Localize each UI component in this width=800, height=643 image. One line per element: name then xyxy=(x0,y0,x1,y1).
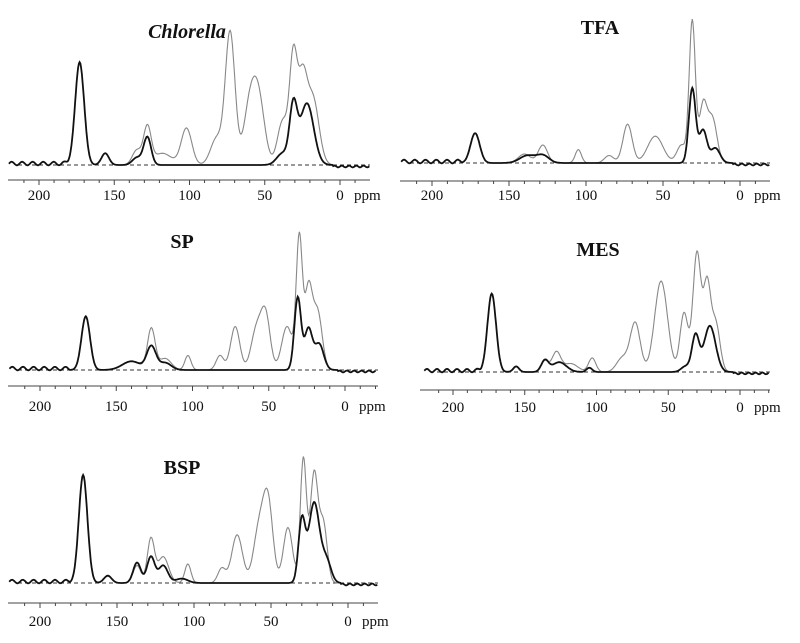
x-tick-label: 0 xyxy=(336,188,344,204)
spectrum-line-gray xyxy=(400,19,770,166)
x-tick-label: 50 xyxy=(257,188,272,204)
spectrum-panel-mes: MES 200 150 100 50 0 ppm xyxy=(420,239,781,416)
x-tick-label: 0 xyxy=(736,188,744,204)
x-tick-label: 150 xyxy=(106,614,129,630)
x-tick-label: 0 xyxy=(344,614,352,630)
x-tick-label: 200 xyxy=(29,399,52,415)
spectrum-line-dark xyxy=(8,472,378,587)
x-tick-label: 50 xyxy=(261,399,276,415)
x-tick-label: 200 xyxy=(28,188,51,204)
x-axis-label: ppm xyxy=(754,400,781,416)
x-tick-label: 50 xyxy=(264,614,279,630)
x-axis-label: ppm xyxy=(359,399,386,415)
panel-title: SP xyxy=(170,231,193,253)
x-tick-label: 50 xyxy=(661,400,676,416)
x-tick-label: 150 xyxy=(514,400,537,416)
x-tick-label: 0 xyxy=(341,399,349,415)
x-tick-label: 100 xyxy=(575,188,598,204)
x-tick-label: 100 xyxy=(181,399,204,415)
panel-title: TFA xyxy=(581,17,620,39)
x-tick-label: 150 xyxy=(105,399,128,415)
panel-title: BSP xyxy=(164,457,201,479)
x-tick-label: 50 xyxy=(656,188,671,204)
spectrum-line-gray xyxy=(8,29,370,168)
spectrum-line-dark xyxy=(400,85,770,167)
x-tick-label: 100 xyxy=(585,400,608,416)
spectrum-line-gray xyxy=(423,249,769,375)
x-tick-label: 200 xyxy=(442,400,465,416)
spectrum-panel-tfa: TFA 200 150 100 50 0 ppm xyxy=(400,17,781,204)
x-tick-label: 200 xyxy=(421,188,444,204)
x-axis-label: ppm xyxy=(362,614,389,630)
x-tick-label: 100 xyxy=(178,188,201,204)
spectrum-panel-bsp: BSP 200 150 100 50 0 ppm xyxy=(8,456,389,630)
panel-title: MES xyxy=(576,239,619,261)
x-tick-label: 100 xyxy=(183,614,206,630)
spectrum-line-dark xyxy=(8,294,376,374)
spectrum-line-dark xyxy=(423,292,770,376)
spectrum-panel-chlorella: Chlorella 200 150 100 50 0 ppm xyxy=(8,21,381,204)
panel-title: Chlorella xyxy=(148,21,226,43)
x-axis-label: ppm xyxy=(754,188,781,204)
spectrum-panel-sp: SP 200 150 100 50 0 ppm xyxy=(8,231,386,415)
x-tick-label: 200 xyxy=(29,614,52,630)
x-tick-label: 150 xyxy=(498,188,521,204)
x-axis-label: ppm xyxy=(354,188,381,204)
x-tick-label: 150 xyxy=(103,188,126,204)
spectrum-line-dark xyxy=(8,60,370,169)
x-tick-label: 0 xyxy=(736,400,744,416)
